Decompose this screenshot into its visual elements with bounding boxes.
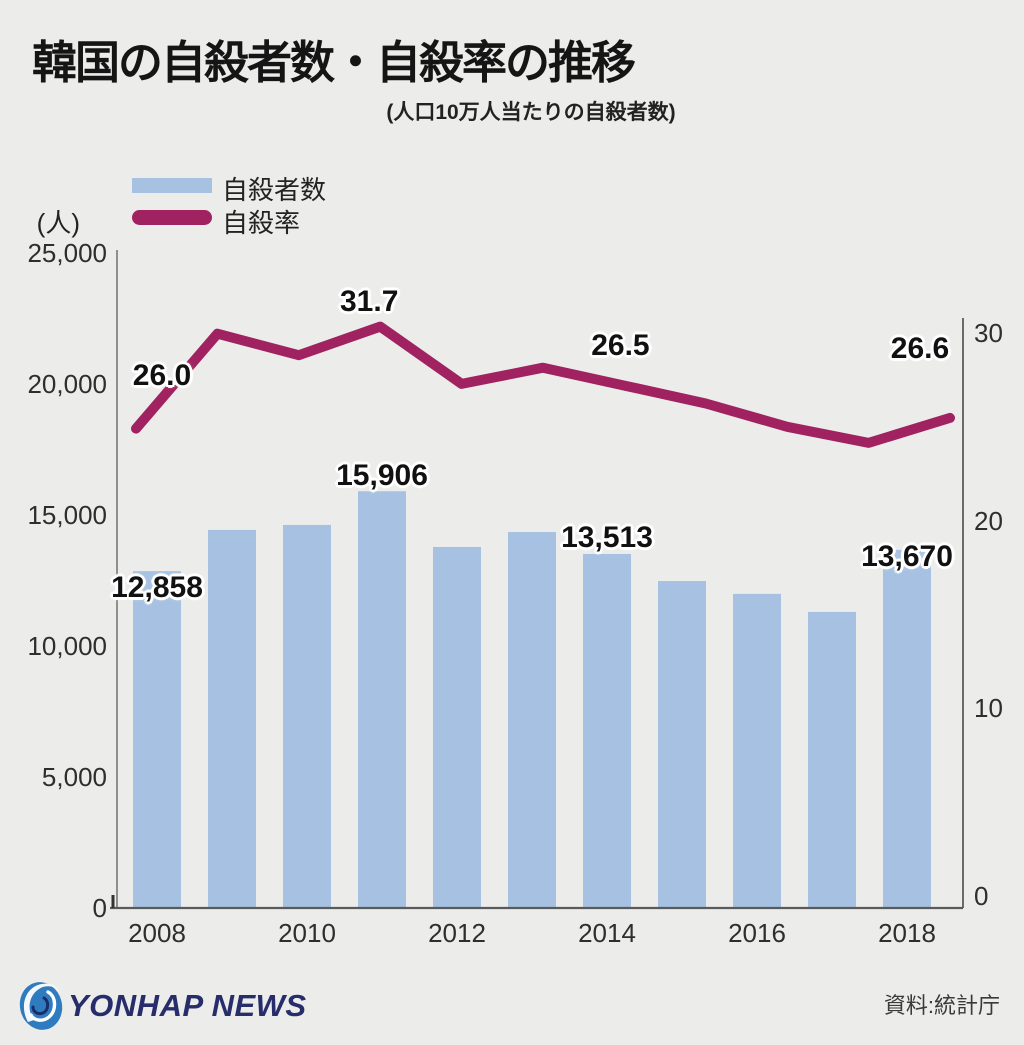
bar-value-label-2011: 15,906	[336, 459, 428, 493]
rate-label-2018: 26.6	[890, 331, 950, 365]
left-axis-tick-5000: 5,000	[41, 762, 107, 792]
right-axis-tick-10: 10	[974, 693, 1003, 724]
left-axis-tick-15000: 15,000	[27, 500, 107, 530]
rate-line	[131, 321, 955, 448]
bar-2010	[283, 524, 331, 908]
year-label-2018: 2018	[878, 918, 936, 948]
page-title: 韓国の自殺者数・自殺率の推移	[32, 37, 636, 88]
year-label-2010: 2010	[278, 918, 336, 948]
rate-label-2014: 26.5	[591, 328, 650, 362]
bar-2008	[133, 571, 181, 908]
brand-text: YONHAP NEWS	[68, 988, 307, 1023]
bar-2017	[808, 611, 856, 908]
bar-2018	[883, 549, 931, 908]
bar-2013	[508, 532, 556, 908]
rate-label-2008: 26.0	[132, 358, 192, 392]
line-legend-swatch	[132, 210, 212, 225]
left-axis-tick-10000: 10,000	[27, 631, 107, 661]
year-label-2012: 2012	[428, 918, 486, 948]
bar-legend-swatch	[132, 178, 212, 193]
bar-legend-label: 自殺者数	[222, 175, 327, 205]
right-axis-tick-0: 0	[974, 881, 989, 911]
bar-2011	[358, 491, 406, 908]
bar-2012	[433, 546, 481, 908]
rate-label-2011: 31.7	[339, 284, 399, 318]
left-axis-tick-25000: 25,000	[27, 238, 107, 268]
bar-value-label-2014: 13,513	[561, 520, 653, 554]
left-axis-tick-0: 0	[92, 893, 107, 923]
bar-value-label-2008: 12,858	[111, 571, 203, 605]
right-axis-tick-20: 20	[974, 505, 1003, 536]
bar-2015	[658, 581, 706, 908]
year-label-2008: 2008	[128, 918, 186, 948]
left-axis-tick-20000: 20,000	[27, 369, 107, 399]
bar-2014	[583, 553, 631, 908]
bar-2016	[733, 593, 781, 908]
bar-value-label-2018: 13,670	[861, 539, 953, 573]
bar-2009	[208, 529, 256, 908]
right-axis-tick-30: 30	[974, 317, 1003, 348]
left-axis-unit: (人)	[36, 208, 80, 238]
line-legend-label: 自殺率	[222, 208, 301, 238]
source-text: 資料:統計庁	[883, 993, 1000, 1018]
year-label-2016: 2016	[728, 918, 786, 948]
yonhap-icon	[19, 982, 63, 1030]
chart-subtitle: (人口10万人当たりの自殺者数)	[386, 101, 676, 124]
year-label-2014: 2014	[578, 918, 636, 948]
